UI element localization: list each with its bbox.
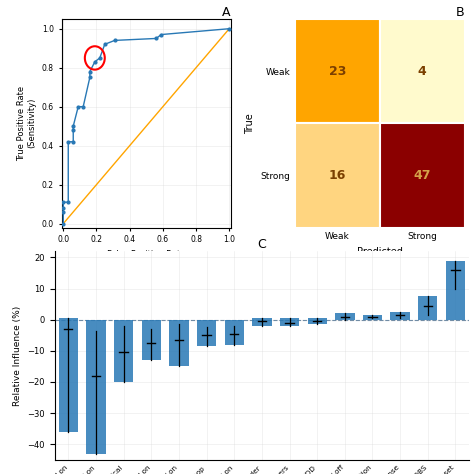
Bar bbox=[335, 313, 355, 319]
Bar bbox=[252, 318, 272, 326]
Text: 47: 47 bbox=[413, 169, 431, 182]
Bar bbox=[86, 319, 106, 454]
X-axis label: Predicted: Predicted bbox=[357, 247, 403, 257]
Title: C: C bbox=[257, 238, 266, 251]
Text: 4: 4 bbox=[418, 64, 427, 78]
Bar bbox=[418, 296, 438, 319]
Y-axis label: True Positive Rate
(Sensitivity): True Positive Rate (Sensitivity) bbox=[17, 86, 36, 161]
Bar bbox=[295, 123, 380, 228]
X-axis label: False Positive Rate
(1 - Specificity): False Positive Rate (1 - Specificity) bbox=[107, 250, 185, 269]
Bar bbox=[308, 318, 327, 324]
Bar bbox=[380, 123, 465, 228]
Bar bbox=[59, 318, 78, 432]
Bar bbox=[225, 319, 244, 345]
Bar bbox=[363, 315, 382, 319]
Bar bbox=[114, 319, 133, 382]
Bar bbox=[446, 261, 465, 319]
Bar bbox=[197, 319, 216, 346]
Bar bbox=[380, 19, 465, 123]
Text: 16: 16 bbox=[329, 169, 346, 182]
Bar bbox=[142, 319, 161, 360]
Bar bbox=[391, 312, 410, 319]
Y-axis label: Relative Influence (%): Relative Influence (%) bbox=[13, 305, 22, 406]
Bar bbox=[295, 19, 380, 123]
Y-axis label: True: True bbox=[245, 113, 255, 134]
Text: B: B bbox=[456, 6, 465, 19]
Bar bbox=[169, 319, 189, 366]
Text: A: A bbox=[222, 6, 231, 19]
Bar bbox=[280, 318, 299, 326]
Text: 23: 23 bbox=[329, 64, 346, 78]
